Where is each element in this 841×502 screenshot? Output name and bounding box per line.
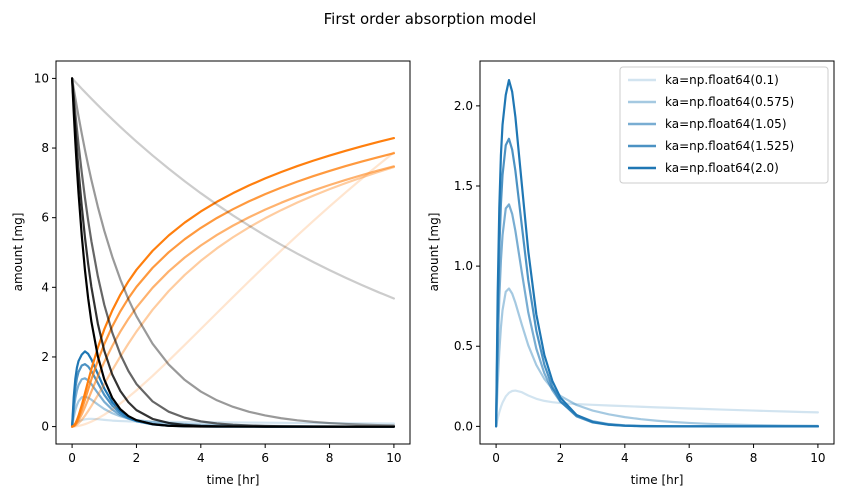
right-x-tick-label: 4 xyxy=(621,451,629,465)
left-x-tick-label: 8 xyxy=(326,451,334,465)
left-series-eliminated-8-line xyxy=(70,152,396,428)
legend-label: ka=np.float64(0.575) xyxy=(665,95,794,109)
right-series-1-line xyxy=(494,287,820,428)
legend-box xyxy=(619,66,829,184)
right-y-axis-label: amount [mg] xyxy=(427,213,441,292)
right-plot-ticks: 0 2 4 6 8 10 0.0 0.5 1.0 1.5 2.0 xyxy=(454,99,826,465)
left-plot: 0 2 4 6 8 10 0 2 4 6 8 10 time [hr] amount [mg] xyxy=(11,60,411,487)
left-x-tick-label: 6 xyxy=(261,451,269,465)
left-plot-frame xyxy=(55,60,411,445)
legend: ka=np.float64(0.1) ka=np.float64(0.575) ka… xyxy=(619,66,829,184)
right-y-tick-label: 0.0 xyxy=(454,419,473,433)
right-plot-lines xyxy=(494,78,820,428)
left-series-central-0-line xyxy=(70,417,396,428)
left-series-gut-10-line xyxy=(70,77,396,300)
left-series-eliminated-5-line xyxy=(70,151,396,428)
right-y-tick-label: 2.0 xyxy=(454,99,473,113)
right-x-tick-label: 0 xyxy=(492,451,500,465)
left-y-tick-label: 4 xyxy=(41,280,49,294)
legend-label: ka=np.float64(2.0) xyxy=(665,161,779,175)
right-x-tick-label: 10 xyxy=(810,451,825,465)
right-x-tick-label: 2 xyxy=(557,451,565,465)
legend-label: ka=np.float64(1.525) xyxy=(665,139,794,153)
right-y-tick-label: 1.5 xyxy=(454,179,473,193)
left-x-tick-label: 10 xyxy=(386,451,401,465)
left-plot-ticks: 0 2 4 6 8 10 0 2 4 6 8 10 xyxy=(34,71,402,465)
left-y-tick-label: 0 xyxy=(41,420,49,434)
right-series-0-line xyxy=(494,389,820,428)
left-y-tick-label: 2 xyxy=(41,350,49,364)
left-x-axis-label: time [hr] xyxy=(207,473,260,487)
left-series-gut-11-line xyxy=(70,77,396,427)
right-x-tick-label: 8 xyxy=(750,451,758,465)
left-y-axis-label: amount [mg] xyxy=(11,213,25,292)
left-y-tick-label: 8 xyxy=(41,141,49,155)
left-series-eliminated-9-line xyxy=(70,136,396,428)
legend-label: ka=np.float64(0.1) xyxy=(665,73,779,87)
left-y-tick-label: 10 xyxy=(34,71,49,85)
figure-title: First order absorption model xyxy=(324,10,537,28)
left-x-tick-label: 4 xyxy=(197,451,205,465)
left-series-eliminated-6-line xyxy=(70,165,396,428)
left-y-tick-label: 6 xyxy=(41,211,49,225)
right-y-tick-label: 1.0 xyxy=(454,259,473,273)
right-x-axis-label: time [hr] xyxy=(631,473,684,487)
left-plot-lines xyxy=(70,77,396,428)
left-x-tick-label: 2 xyxy=(133,451,141,465)
left-series-eliminated-7-line xyxy=(70,165,396,428)
right-series-4-line xyxy=(494,78,820,428)
right-x-tick-label: 6 xyxy=(685,451,693,465)
right-plot: 0 2 4 6 8 10 0.0 0.5 1.0 1.5 2.0 time [hr] amount … xyxy=(427,60,835,487)
right-y-tick-label: 0.5 xyxy=(454,339,473,353)
legend-label: ka=np.float64(1.05) xyxy=(665,117,787,131)
left-x-tick-label: 0 xyxy=(68,451,76,465)
left-series-gut-14-line xyxy=(70,77,396,428)
